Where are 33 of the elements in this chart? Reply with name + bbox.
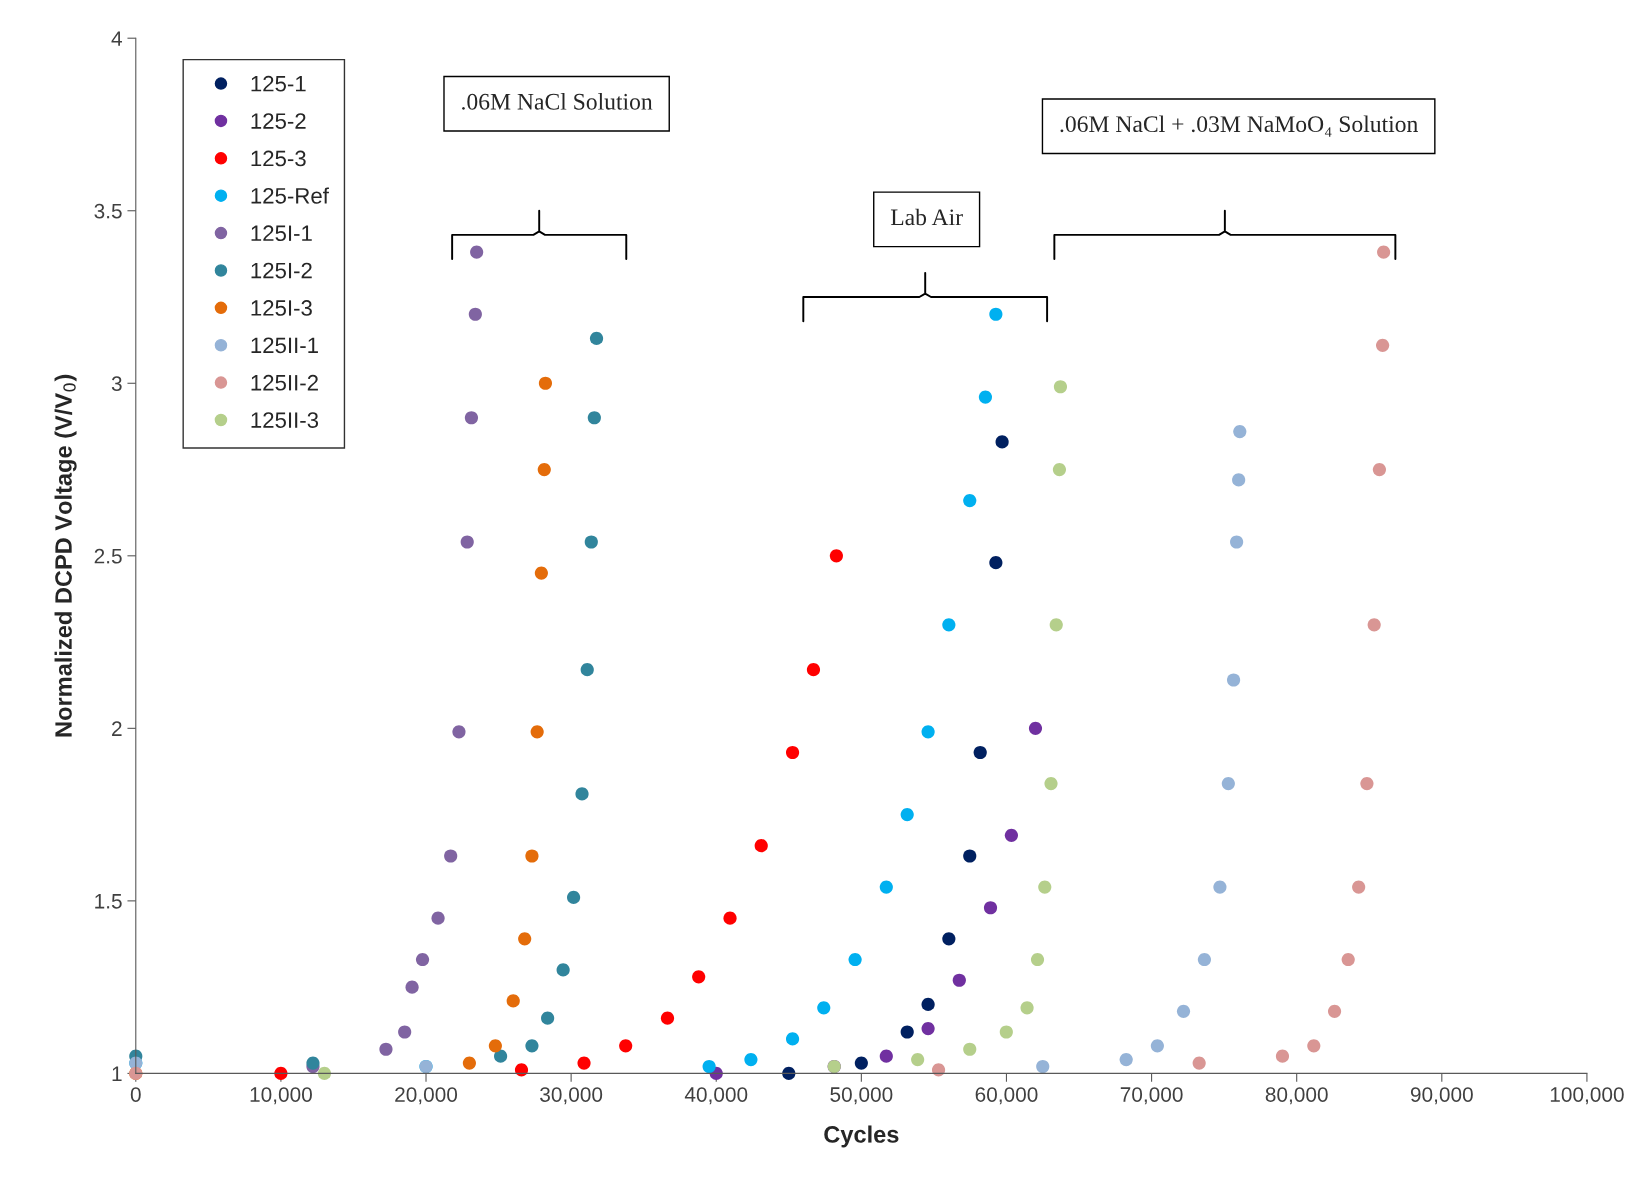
x-tick-label: 40,000: [684, 1087, 748, 1105]
annotation: Lab Air: [890, 208, 963, 226]
legend-label: 125-2: [251, 113, 306, 129]
y-tick-label: 1: [112, 1066, 122, 1081]
x-tick-label: 60,000: [975, 1087, 1038, 1105]
legend-label: 125I-2: [251, 262, 312, 279]
y-axis-title: Normalized DCPD Voltage (V/V$_{0}$): [54, 374, 77, 737]
x-tick-label: 0: [130, 1087, 141, 1102]
y-tick-label: 3.5: [94, 203, 122, 219]
x-tick-label: 80,000: [1265, 1087, 1328, 1105]
x-tick-label: 90,000: [1410, 1087, 1473, 1105]
x-tick-label: 10,000: [250, 1087, 312, 1105]
legend-label: 125I-1: [251, 225, 312, 242]
legend-label: 125-3: [251, 150, 306, 167]
legend-label: 125I-3: [251, 300, 312, 316]
y-tick-label: 4: [111, 31, 122, 46]
x-tick-label: 50,000: [830, 1087, 893, 1105]
y-tick-label: 2.5: [94, 548, 122, 564]
x-tick-label: 20,000: [395, 1087, 458, 1105]
y-tick-label: 1.5: [95, 894, 122, 909]
x-tick-label: 70,000: [1120, 1087, 1183, 1105]
legend-label: 125II-1: [251, 337, 318, 354]
legend-label: 125-1: [251, 75, 306, 92]
annotation: .06M NaCl + .03M NaMoO₄ Solution: [1060, 115, 1418, 137]
x-tick-label: 100,000: [1550, 1087, 1624, 1105]
y-tick-label: 2: [112, 721, 122, 736]
legend-label: 125II-2: [251, 374, 318, 391]
legend-label: 125-Ref: [251, 187, 329, 204]
y-tick-label: 3: [111, 376, 122, 392]
x-tick-label: 30,000: [540, 1087, 603, 1105]
x-axis-title: Cycles: [824, 1125, 899, 1148]
legend-label: 125II-3: [251, 412, 319, 428]
annotation: .06M NaCl Solution: [462, 93, 653, 110]
